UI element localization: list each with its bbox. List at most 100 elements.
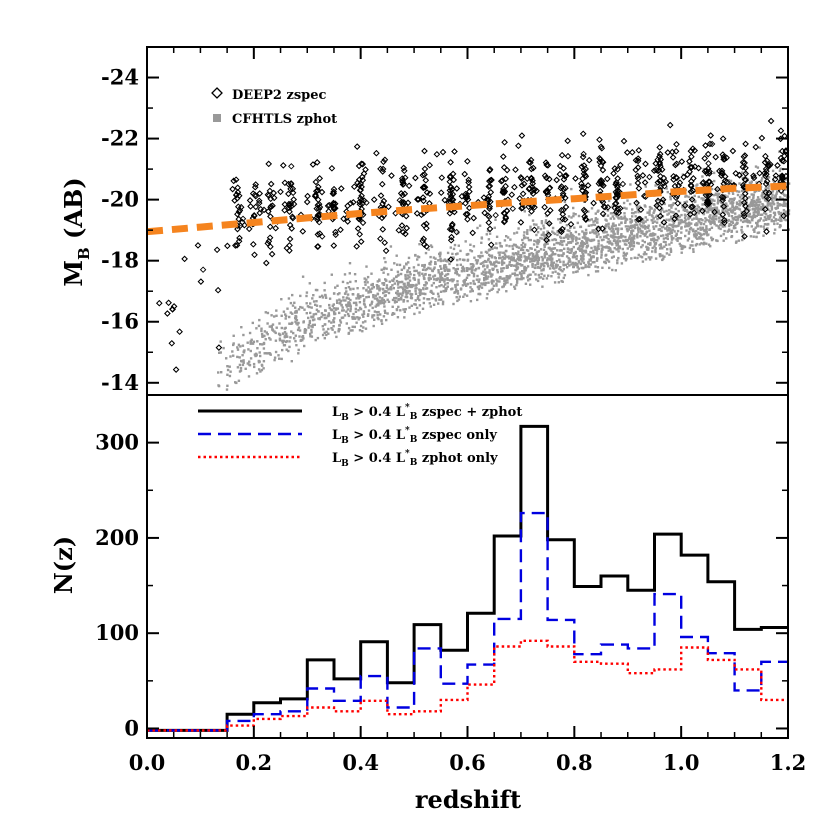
zphot-point [685, 224, 688, 228]
zspec-point [502, 213, 509, 221]
zphot-point [659, 186, 663, 189]
zspec-point [433, 151, 441, 158]
zspec-point [304, 192, 311, 200]
zphot-point [362, 310, 366, 313]
zphot-point [258, 351, 261, 354]
zphot-point [609, 234, 613, 237]
zphot-point [503, 257, 507, 260]
zphot-point [519, 248, 523, 252]
zphot-point [324, 296, 328, 299]
zspec-point [654, 179, 662, 186]
zphot-point [751, 216, 754, 219]
zphot-point [486, 229, 490, 233]
zphot-point [452, 267, 455, 270]
zphot-point [525, 259, 528, 262]
zphot-point [498, 256, 501, 260]
zspec-scatter [156, 117, 790, 373]
zspec-point [660, 179, 667, 187]
zphot-point [595, 234, 599, 238]
zspec-point [669, 154, 677, 161]
zphot-point [407, 256, 411, 260]
zphot-point [266, 311, 270, 315]
zphot-point [771, 199, 774, 202]
zspec-point [519, 190, 527, 198]
zphot-point [226, 373, 229, 376]
zspec-point [705, 160, 712, 167]
zspec-point [590, 199, 597, 207]
zphot-point [490, 274, 493, 278]
zphot-point [349, 309, 352, 313]
zphot-point [456, 263, 459, 267]
zphot-point [559, 221, 562, 224]
zphot-point [330, 273, 333, 276]
zphot-point [495, 246, 498, 250]
zphot-point [404, 274, 407, 278]
zphot-point [771, 193, 774, 196]
zphot-point [547, 246, 550, 250]
zphot-point [311, 297, 314, 300]
zspec-point [356, 231, 363, 238]
zphot-point [592, 249, 595, 252]
zphot-point [539, 265, 543, 268]
zphot-point [395, 291, 398, 295]
zphot-point [430, 289, 433, 293]
zphot-point [719, 223, 722, 227]
zphot-point [544, 221, 547, 224]
zphot-point [610, 256, 614, 259]
zphot-point [572, 212, 575, 215]
zphot-point [528, 277, 532, 281]
zphot-point [566, 229, 569, 232]
zphot-point [485, 260, 488, 263]
zspec-point [263, 259, 270, 267]
zphot-point [737, 239, 741, 242]
zphot-point [309, 335, 312, 338]
zphot-point [645, 245, 648, 249]
zspec-point [629, 149, 636, 156]
zphot-point [577, 267, 580, 270]
zphot-point [488, 248, 492, 251]
zphot-point [294, 339, 297, 343]
zspec-point [485, 213, 493, 221]
zphot-point [702, 237, 705, 241]
zphot-point [593, 245, 596, 249]
zphot-point [310, 315, 313, 318]
zphot-point [557, 276, 560, 279]
zphot-point [376, 293, 380, 296]
zphot-point [734, 223, 737, 227]
zphot-point [398, 292, 401, 295]
zphot-point [659, 247, 662, 250]
zphot-point [256, 340, 259, 343]
zspec-point [780, 212, 787, 220]
zphot-point [278, 333, 281, 336]
zspec-point [485, 219, 493, 226]
zspec-point [439, 148, 447, 156]
zphot-point [393, 262, 396, 265]
zphot-point [547, 223, 551, 226]
zspec-point [599, 225, 606, 232]
zphot-point [607, 225, 610, 228]
zphot-point [593, 231, 596, 235]
zphot-point [544, 219, 548, 222]
zspec-point [560, 165, 567, 172]
zspec-point [236, 207, 244, 214]
zspec-point [437, 189, 445, 196]
zphot-point [727, 224, 731, 228]
zphot-point [653, 242, 657, 246]
zspec-point [762, 180, 770, 188]
zphot-point [680, 219, 684, 223]
zphot-point [613, 232, 616, 236]
zphot-point [241, 344, 245, 347]
zspec-point [642, 160, 649, 168]
zphot-point [618, 235, 621, 239]
zspec-point [447, 159, 454, 166]
zphot-point [695, 242, 698, 246]
zphot-point [282, 339, 285, 343]
zphot-point [329, 308, 333, 311]
zphot-point [367, 313, 370, 316]
zspec-point [388, 172, 395, 179]
zphot-point [353, 273, 357, 276]
zphot-point [437, 269, 440, 272]
zphot-point [600, 244, 603, 247]
zphot-point [669, 223, 673, 227]
zphot-point [752, 228, 755, 231]
